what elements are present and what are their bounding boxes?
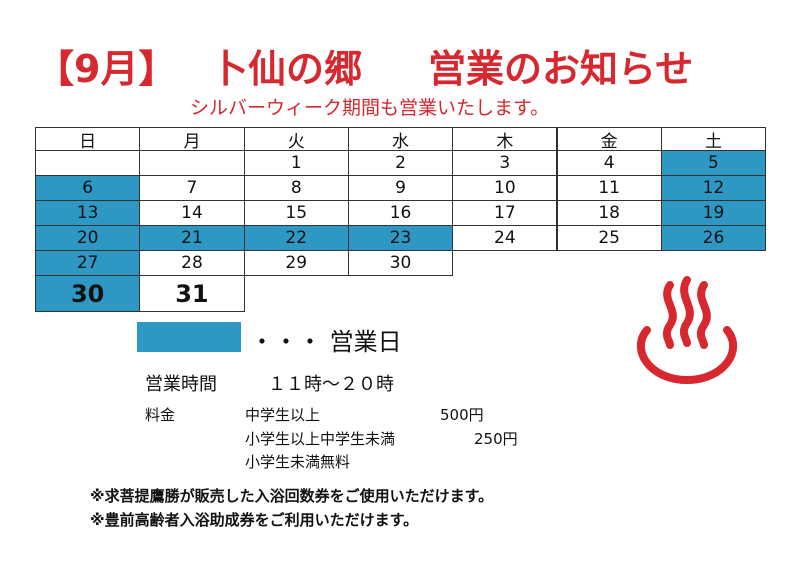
calendar-cell: 7 [139,175,245,201]
calendar-cell [35,150,141,176]
subtitle: シルバーウィーク期間も営業いたします。 [190,97,550,119]
calendar-cell: 5 [660,150,767,176]
day-number: 19 [702,203,725,223]
hours-value: １１時～２０時 [268,374,394,395]
day-number: 1 [290,153,302,173]
calendar-cell: 24 [452,225,558,251]
calendar-cell: 30 [347,250,454,276]
calendar-cell: 26 [660,225,767,251]
day-number: 24 [494,228,516,248]
day-number: 11 [598,178,620,198]
day-number: 7 [186,178,198,198]
calendar-cell: 12 [660,175,767,201]
calendar-cell: 30 [35,275,141,312]
legend-swatch [137,322,241,352]
weekday-header: 月 [139,127,245,152]
weekday-header: 土 [660,127,767,152]
calendar-cell: 6 [35,175,141,201]
day-number: 10 [494,178,516,198]
calendar-cell: 17 [452,200,558,226]
fee-item: 中学生以上 [245,406,321,424]
calendar-cell: 14 [139,200,245,226]
day-number: 3 [499,153,511,173]
legend-label: ・・・ 営業日 [250,328,402,356]
calendar-cell: 13 [35,200,141,226]
calendar-cell: 2 [347,150,454,176]
calendar-cell: 29 [243,250,349,276]
day-number: 27 [76,253,99,273]
calendar-cell: 25 [556,225,662,251]
weekday-header: 日 [35,127,141,152]
weekday-header: 火 [243,127,349,152]
day-number: 18 [598,203,620,223]
day-number: 30 [389,253,412,273]
calendar-cell: 21 [139,225,245,251]
day-number: 15 [285,203,308,223]
calendar-cell: 10 [452,175,558,201]
calendar-cell: 11 [556,175,662,201]
day-number: 17 [494,203,516,223]
calendar-cell: 23 [347,225,454,251]
calendar-cell: 15 [243,200,349,226]
note: ※豊前高齢者入浴助成券をご利用いただけます。 [90,511,419,529]
day-number: 21 [181,228,203,248]
day-number: 16 [389,203,412,223]
title-month: 【9月】 [36,47,177,91]
hours-label: 営業時間 [145,374,217,395]
calendar-cell: 9 [347,175,454,201]
fee-label: 料金 [145,406,176,424]
fee-item: 小学生未満無料 [245,453,351,471]
day-number: 28 [181,253,203,273]
day-number: 6 [82,178,94,198]
note: ※求菩提鷹勝が販売した入浴回数券をご使用いただけます。 [90,487,494,505]
calendar-cell: 1 [243,150,349,176]
day-number: 14 [181,203,203,223]
weekday-header: 水 [347,127,454,152]
calendar-cell: 19 [660,200,767,226]
calendar-cell: 27 [35,250,141,276]
day-number: 13 [76,203,99,223]
calendar-cell: 31 [139,275,245,312]
fee-item: 小学生以上中学生未満 [245,430,396,448]
calendar-cell: 16 [347,200,454,226]
day-number: 30 [70,279,105,308]
day-number: 12 [702,178,725,198]
calendar-cell: 18 [556,200,662,226]
calendar-cell: 8 [243,175,349,201]
fee-price: 500円 [440,406,484,424]
calendar-cell: 4 [556,150,662,176]
day-number: 26 [702,228,725,248]
title-place: 卜仙の郷 [210,47,363,91]
day-number: 31 [175,279,209,308]
weekday-header: 木 [452,127,558,152]
calendar-cell: 20 [35,225,141,251]
day-number: 4 [603,153,615,173]
hot-spring-icon [637,276,737,385]
day-number: 22 [285,228,308,248]
day-number: 5 [708,153,719,173]
calendar-cell: 3 [452,150,558,176]
day-number: 29 [285,253,308,273]
calendar-cell [139,150,245,176]
day-number: 23 [389,228,412,248]
calendar-cell: 28 [139,250,245,276]
fee-price: 250円 [474,430,518,448]
day-number: 9 [395,178,406,198]
title: 営業のお知らせ [428,47,694,91]
calendar-cell: 22 [243,225,349,251]
day-number: 20 [76,228,99,248]
day-number: 2 [395,153,406,173]
day-number: 25 [598,228,620,248]
day-number: 8 [290,178,302,198]
weekday-header: 金 [556,127,662,152]
